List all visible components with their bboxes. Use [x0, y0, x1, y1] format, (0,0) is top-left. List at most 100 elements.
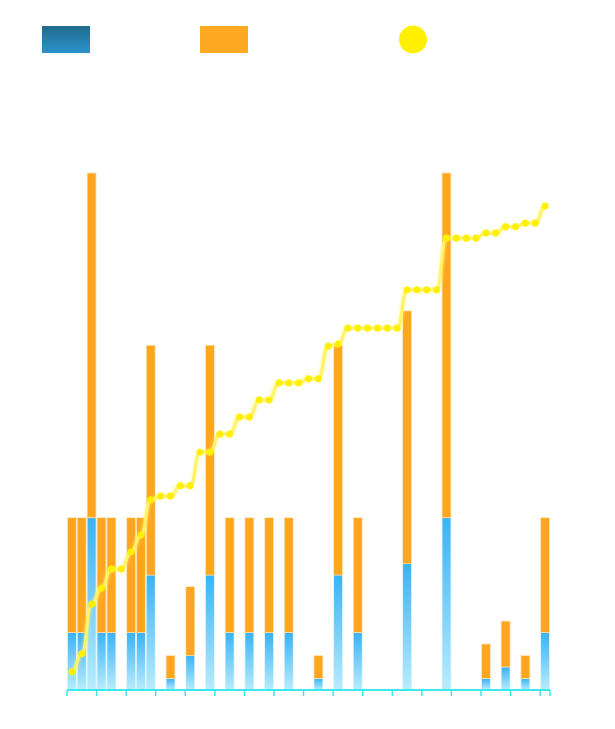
bar-series2[interactable]	[244, 517, 255, 633]
bar-series1[interactable]	[205, 574, 215, 691]
line-point[interactable]	[88, 600, 96, 608]
bar-series1[interactable]	[145, 574, 156, 691]
bar-series2[interactable]	[264, 517, 274, 633]
line-point[interactable]	[295, 379, 303, 387]
line-point[interactable]	[314, 375, 322, 383]
line-point[interactable]	[433, 286, 441, 294]
line-point[interactable]	[413, 286, 421, 294]
bar-series2[interactable]	[441, 172, 452, 519]
bar-series2[interactable]	[283, 517, 294, 633]
line-point[interactable]	[541, 202, 549, 210]
line-point[interactable]	[206, 448, 214, 456]
bar-series1[interactable]	[520, 678, 531, 691]
line-point[interactable]	[423, 286, 431, 294]
line-point[interactable]	[216, 430, 224, 438]
line-point[interactable]	[442, 234, 451, 242]
line-point[interactable]	[107, 565, 115, 573]
bar-series2[interactable]	[145, 344, 156, 576]
legend-swatch-series1[interactable]	[42, 26, 90, 53]
line-point[interactable]	[78, 650, 86, 658]
line-point[interactable]	[235, 413, 244, 421]
bar-series2[interactable]	[352, 517, 363, 633]
line-point[interactable]	[127, 548, 135, 556]
bar-series2[interactable]	[67, 517, 77, 633]
line-point[interactable]	[255, 396, 263, 404]
line-point[interactable]	[304, 375, 313, 383]
bar-series2[interactable]	[96, 517, 107, 633]
line-point[interactable]	[245, 413, 253, 421]
line-point[interactable]	[373, 324, 382, 332]
bar-series2[interactable]	[313, 655, 324, 679]
bar-series1[interactable]	[96, 632, 107, 691]
line-point[interactable]	[166, 492, 175, 500]
line-point[interactable]	[186, 482, 194, 490]
line-point[interactable]	[354, 324, 362, 332]
bar-series2[interactable]	[224, 517, 235, 633]
line-point[interactable]	[511, 223, 520, 231]
bar-series2[interactable]	[76, 517, 87, 633]
bar-series2[interactable]	[500, 620, 511, 668]
x-axis	[66, 689, 551, 696]
line-point[interactable]	[344, 324, 352, 332]
line-point[interactable]	[265, 396, 273, 404]
line-point[interactable]	[492, 229, 500, 237]
line-point[interactable]	[364, 324, 372, 332]
bar-series1[interactable]	[500, 666, 511, 691]
bar-series2[interactable]	[126, 517, 136, 633]
line-point[interactable]	[285, 379, 293, 387]
line-point[interactable]	[531, 219, 539, 227]
line-point[interactable]	[275, 379, 283, 387]
bar-series1[interactable]	[185, 655, 196, 691]
bar-series1[interactable]	[283, 632, 294, 691]
line-point[interactable]	[521, 219, 529, 227]
bar-series1[interactable]	[333, 574, 343, 691]
line-point[interactable]	[196, 448, 204, 456]
bar-series2[interactable]	[481, 643, 491, 679]
bar-series1[interactable]	[106, 632, 117, 691]
line-point[interactable]	[452, 234, 460, 242]
line-point[interactable]	[502, 223, 510, 231]
bar-series1[interactable]	[67, 632, 77, 691]
line-point[interactable]	[176, 482, 184, 490]
line-point[interactable]	[147, 496, 155, 504]
line-point[interactable]	[324, 342, 332, 350]
bar-series1[interactable]	[313, 678, 324, 691]
bar-series1[interactable]	[264, 632, 274, 691]
bar-series2[interactable]	[402, 310, 412, 565]
line-point[interactable]	[472, 234, 480, 242]
bars-layer	[67, 172, 550, 691]
bar-series1[interactable]	[402, 563, 412, 691]
bar-series1[interactable]	[352, 632, 363, 691]
line-point[interactable]	[117, 565, 125, 573]
bar-series1[interactable]	[244, 632, 255, 691]
bar-series1[interactable]	[136, 632, 146, 691]
line-point[interactable]	[393, 324, 401, 332]
bar-series2[interactable]	[333, 344, 343, 576]
line-point[interactable]	[334, 340, 342, 348]
line-point[interactable]	[403, 286, 411, 294]
line-point[interactable]	[157, 492, 165, 500]
bar-series2[interactable]	[165, 655, 176, 679]
bar-series1[interactable]	[481, 678, 491, 691]
legend-marker-line[interactable]	[399, 25, 427, 54]
cumulative-line-layer	[68, 202, 549, 676]
line-point[interactable]	[226, 430, 234, 438]
bar-series2[interactable]	[520, 655, 531, 679]
bar-series1[interactable]	[540, 632, 550, 691]
legend-swatch-series2[interactable]	[200, 26, 248, 53]
bar-series2[interactable]	[86, 172, 97, 519]
bar-series1[interactable]	[224, 632, 235, 691]
bar-series1[interactable]	[441, 517, 452, 691]
bar-series2[interactable]	[205, 344, 215, 576]
bar-series1[interactable]	[126, 632, 136, 691]
line-point[interactable]	[97, 584, 106, 592]
line-point[interactable]	[137, 531, 145, 539]
line-point[interactable]	[68, 668, 76, 676]
bar-series2[interactable]	[185, 586, 196, 656]
line-point[interactable]	[482, 229, 490, 237]
line-point[interactable]	[383, 324, 391, 332]
bar-series1[interactable]	[165, 678, 176, 691]
bar-series2[interactable]	[540, 517, 550, 633]
line-point[interactable]	[462, 234, 470, 242]
bar-series2[interactable]	[136, 517, 146, 633]
